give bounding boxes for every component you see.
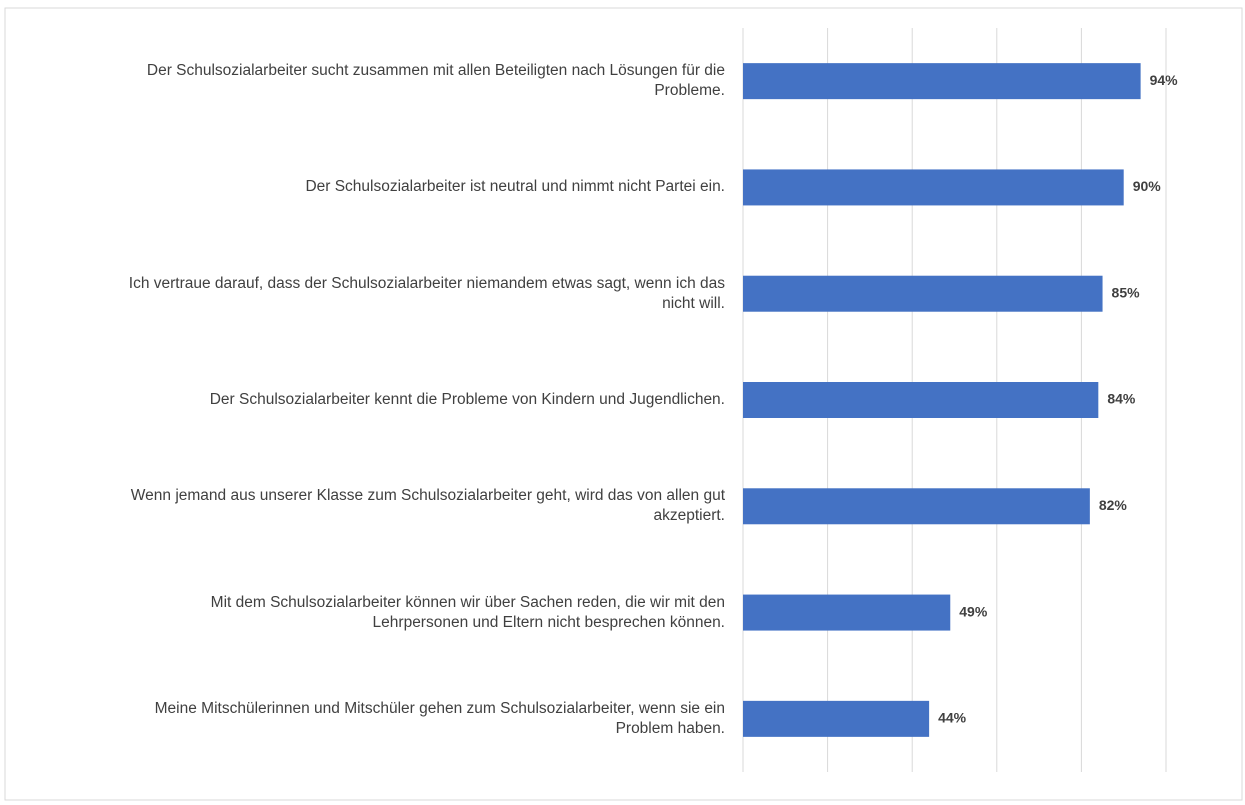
value-label: 49%: [959, 603, 988, 619]
bar: [743, 169, 1124, 206]
value-label: 85%: [1112, 284, 1141, 300]
bar: [743, 700, 930, 737]
category-label: Der Schulsozialarbeiter sucht zusammen m…: [146, 62, 725, 100]
value-label: 84%: [1107, 391, 1136, 407]
chart-border: [4, 7, 1243, 801]
bar: [743, 594, 951, 631]
category-label: Wenn jemand aus unserer Klasse zum Schul…: [130, 487, 725, 525]
bar: [743, 275, 1103, 312]
value-label: 44%: [938, 710, 967, 726]
category-label: Ich vertraue darauf, dass der Schulsozia…: [128, 274, 725, 312]
value-label: 94%: [1150, 72, 1179, 88]
category-label: Meine Mitschülerinnen und Mitschüler geh…: [154, 699, 725, 737]
bar: [743, 488, 1090, 525]
bar: [743, 382, 1099, 418]
bar: [743, 63, 1141, 100]
category-label: Mit dem Schulsozialarbeiter können wir ü…: [210, 593, 725, 631]
category-label: Der Schulsozialarbeiter ist neutral und …: [305, 178, 725, 196]
value-label: 82%: [1099, 497, 1128, 513]
value-label: 90%: [1133, 178, 1162, 194]
category-label: Der Schulsozialarbeiter kennt die Proble…: [209, 391, 725, 408]
